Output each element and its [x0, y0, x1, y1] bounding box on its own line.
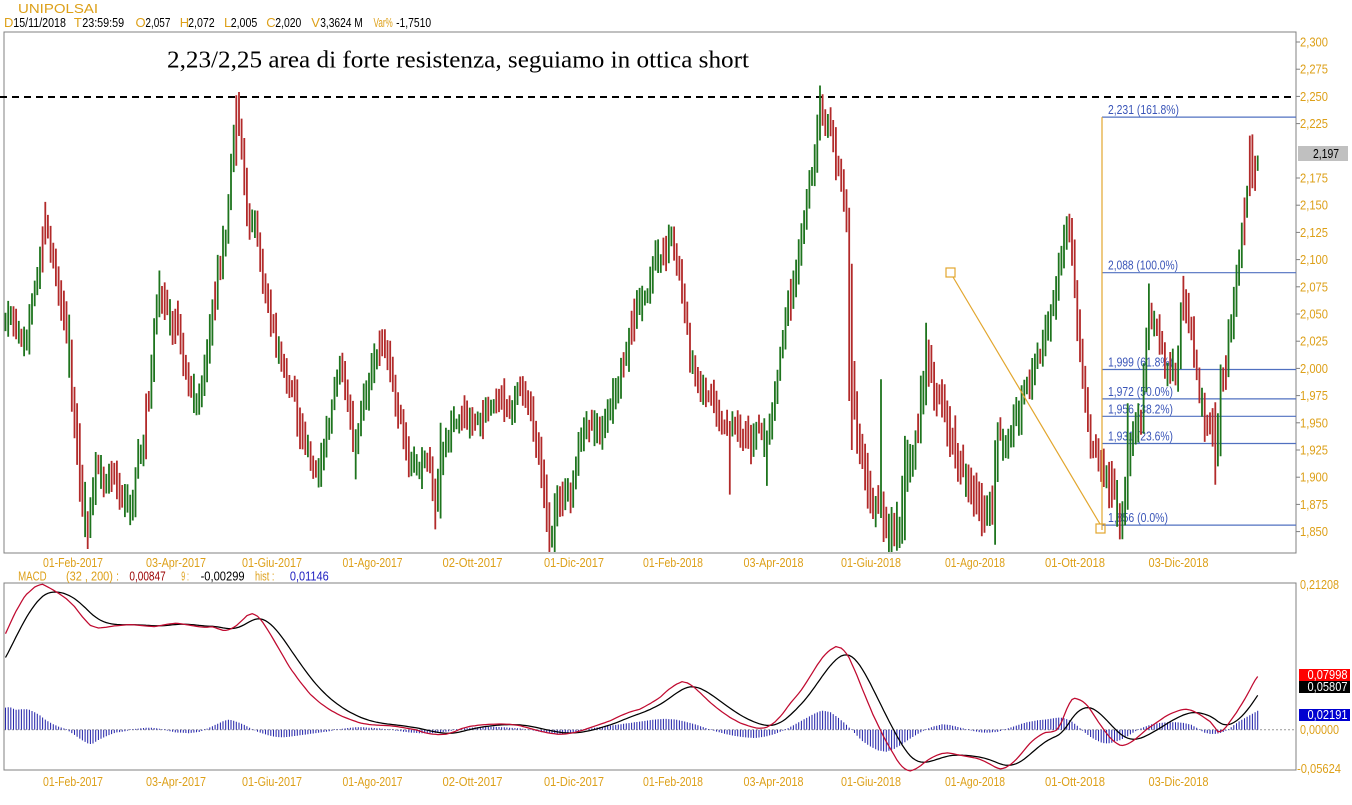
svg-text:1,925: 1,925	[1300, 444, 1328, 458]
svg-text:01-Feb-2018: 01-Feb-2018	[643, 775, 703, 789]
svg-text:03-Apr-2018: 03-Apr-2018	[744, 775, 804, 789]
svg-text:02-Ott-2017: 02-Ott-2017	[443, 556, 503, 570]
svg-text:2,23/2,25 area di forte resist: 2,23/2,25 area di forte resistenza, segu…	[167, 48, 749, 74]
svg-text:MACD: MACD	[18, 569, 46, 584]
svg-text:01-Dic-2017: 01-Dic-2017	[544, 556, 604, 570]
svg-text:C: C	[266, 15, 275, 30]
svg-text:03-Dic-2018: 03-Dic-2018	[1149, 775, 1209, 789]
svg-text:01-Ago-2018: 01-Ago-2018	[945, 556, 1005, 570]
svg-text:01-Ago-2018: 01-Ago-2018	[945, 775, 1005, 789]
svg-text:01-Ott-2018: 01-Ott-2018	[1045, 556, 1105, 570]
svg-text:2,050: 2,050	[1300, 308, 1328, 322]
svg-text:0,05807: 0,05807	[1308, 680, 1348, 694]
svg-text:T: T	[74, 15, 82, 30]
svg-text:2,072: 2,072	[188, 15, 215, 30]
svg-text:L: L	[224, 15, 231, 30]
svg-text:2,075: 2,075	[1300, 280, 1328, 294]
svg-text:2,088 (100.0%): 2,088 (100.0%)	[1108, 259, 1178, 273]
svg-text:D: D	[4, 15, 13, 30]
svg-text:2,250: 2,250	[1300, 90, 1328, 104]
svg-text:2,005: 2,005	[231, 15, 258, 30]
svg-text:1,956 (38.2%): 1,956 (38.2%)	[1108, 402, 1173, 416]
svg-text:03-Apr-2017: 03-Apr-2017	[146, 775, 206, 789]
svg-text:2,000: 2,000	[1300, 362, 1328, 376]
svg-text:V: V	[311, 15, 320, 30]
svg-text:23:59:59: 23:59:59	[82, 15, 124, 30]
svg-text:2,125: 2,125	[1300, 226, 1328, 240]
svg-text:01-Giu-2017: 01-Giu-2017	[242, 556, 302, 570]
svg-text:1,975: 1,975	[1300, 389, 1328, 403]
svg-text:0,00847: 0,00847	[129, 569, 165, 584]
svg-text:1,931 (23.6%): 1,931 (23.6%)	[1108, 430, 1173, 444]
svg-text:-0,05624: -0,05624	[1297, 762, 1341, 776]
svg-text:2,197: 2,197	[1313, 147, 1339, 161]
svg-text:2,175: 2,175	[1300, 172, 1328, 186]
svg-text:UNIPOLSAI: UNIPOLSAI	[18, 1, 98, 16]
svg-text:0,21208: 0,21208	[1300, 578, 1339, 592]
svg-text:03-Apr-2018: 03-Apr-2018	[744, 556, 804, 570]
svg-text:2,150: 2,150	[1300, 199, 1328, 213]
svg-text:2,100: 2,100	[1300, 253, 1328, 267]
svg-text:0,01146: 0,01146	[290, 569, 329, 584]
svg-text:O: O	[136, 15, 146, 30]
svg-text:hist :: hist :	[255, 569, 274, 584]
svg-text:01-Ago-2017: 01-Ago-2017	[343, 775, 403, 789]
svg-text:2,225: 2,225	[1300, 117, 1328, 131]
svg-text:02-Ott-2017: 02-Ott-2017	[443, 775, 503, 789]
svg-text:H: H	[180, 15, 189, 30]
svg-text:01-Giu-2017: 01-Giu-2017	[242, 775, 302, 789]
svg-text:3,3624 M: 3,3624 M	[320, 15, 363, 30]
svg-text:0,00000: 0,00000	[1300, 723, 1339, 737]
svg-text:03-Dic-2018: 03-Dic-2018	[1149, 556, 1209, 570]
svg-text:01-Feb-2018: 01-Feb-2018	[643, 556, 703, 570]
svg-text:2,231 (161.8%): 2,231 (161.8%)	[1108, 103, 1179, 117]
svg-text:1,850: 1,850	[1300, 525, 1328, 539]
svg-text:03-Apr-2017: 03-Apr-2017	[146, 556, 206, 570]
svg-text:2,300: 2,300	[1300, 36, 1328, 50]
svg-text:2,057: 2,057	[145, 15, 170, 30]
svg-text:-0,00299: -0,00299	[201, 569, 245, 584]
svg-text:01-Feb-2017: 01-Feb-2017	[43, 556, 103, 570]
svg-text:01-Giu-2018: 01-Giu-2018	[841, 556, 901, 570]
svg-text:0,07998: 0,07998	[1308, 668, 1348, 682]
svg-text:01-Feb-2017: 01-Feb-2017	[43, 775, 103, 789]
svg-text:1,900: 1,900	[1300, 471, 1328, 485]
svg-text:Var%: Var%	[374, 15, 394, 30]
svg-text:2,025: 2,025	[1300, 335, 1328, 349]
svg-text:01-Dic-2017: 01-Dic-2017	[544, 775, 604, 789]
svg-text:9 :: 9 :	[181, 569, 189, 584]
svg-text:01-Ott-2018: 01-Ott-2018	[1045, 775, 1105, 789]
svg-text:-1,7510: -1,7510	[396, 15, 431, 30]
svg-text:01-Giu-2018: 01-Giu-2018	[841, 775, 901, 789]
svg-text:2,020: 2,020	[275, 15, 301, 30]
svg-text:0,02191: 0,02191	[1308, 708, 1348, 722]
svg-text:01-Ago-2017: 01-Ago-2017	[343, 556, 403, 570]
svg-text:1,999 (61.8%): 1,999 (61.8%)	[1108, 356, 1173, 370]
svg-text:15/11/2018: 15/11/2018	[13, 15, 66, 30]
svg-text:2,275: 2,275	[1300, 63, 1328, 77]
svg-text:(32 , 200) :: (32 , 200) :	[66, 569, 119, 584]
svg-text:1,972 (50.0%): 1,972 (50.0%)	[1108, 385, 1173, 399]
svg-text:1,875: 1,875	[1300, 498, 1328, 512]
svg-text:1,950: 1,950	[1300, 416, 1328, 430]
